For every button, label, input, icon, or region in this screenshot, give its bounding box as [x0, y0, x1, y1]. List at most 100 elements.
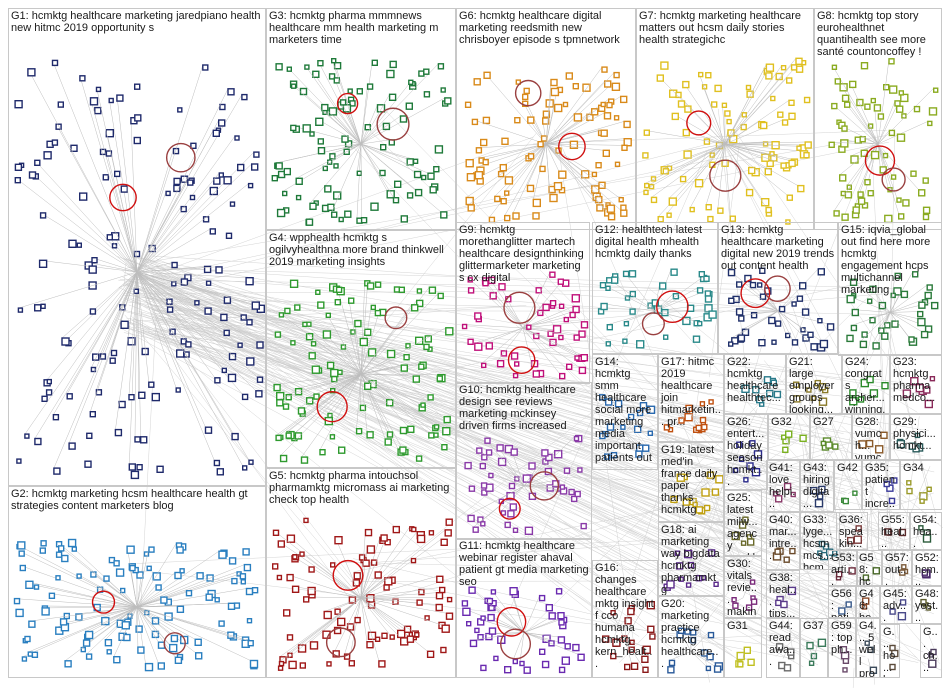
node-g48 [920, 598, 927, 606]
edge-line [462, 324, 524, 329]
node-g9 [481, 362, 487, 369]
node-g7 [765, 63, 775, 72]
node-g10 [500, 510, 507, 516]
node-g3 [321, 103, 329, 112]
node-g2 [205, 593, 213, 601]
edge-line [360, 354, 405, 375]
group-g53: G53: arti... tak... [828, 550, 858, 586]
node-g9 [467, 277, 473, 283]
node-g1 [46, 378, 52, 385]
node-g1 [91, 257, 98, 264]
node-g5 [346, 623, 355, 631]
node-g10 [580, 522, 587, 530]
edge-line [724, 143, 801, 152]
node-g7 [803, 151, 810, 159]
edge-line [136, 271, 243, 466]
edge-line [286, 373, 362, 434]
node-g1 [223, 329, 230, 337]
node-g5 [333, 626, 342, 635]
node-g2 [41, 607, 50, 616]
node-g10 [484, 437, 491, 444]
edge-line [28, 606, 138, 622]
edge-line [360, 63, 439, 145]
node-g6 [550, 87, 560, 97]
edge-line [545, 143, 560, 172]
group-label: G13: hcmktg healthcare marketing digital… [721, 224, 835, 272]
node-g2 [231, 577, 238, 585]
node-g11 [468, 586, 476, 594]
node-g2 [246, 618, 253, 624]
node-g3 [366, 83, 374, 90]
node-g20 [707, 631, 715, 639]
edge-line [360, 293, 439, 375]
node-g12 [622, 338, 628, 344]
node-g12 [622, 270, 630, 278]
edge-line [884, 439, 899, 639]
node-g7 [648, 183, 655, 190]
node-g20 [684, 628, 691, 635]
node-g1 [256, 341, 264, 349]
node-g17 [699, 401, 706, 407]
node-g5 [414, 632, 420, 638]
node-g11 [539, 648, 546, 655]
group-g15: G15: iqvia_global out find here more hcm… [838, 222, 942, 356]
node-g3 [364, 123, 371, 131]
node-g18 [707, 549, 716, 557]
edge-line [136, 271, 239, 344]
edge-line [811, 452, 885, 503]
node-g1 [237, 342, 243, 348]
node-g15 [917, 310, 924, 318]
node-g5 [353, 572, 361, 580]
node-g15 [878, 301, 887, 310]
edge-line [39, 260, 138, 273]
node-g10 [568, 488, 575, 496]
edge-line [663, 143, 726, 170]
node-g15 [918, 301, 926, 309]
node-g3 [386, 190, 395, 199]
edge-line [717, 143, 726, 209]
edge-line [496, 444, 525, 487]
edge-line [698, 72, 726, 145]
edge-line [136, 606, 249, 641]
edge-line [136, 271, 229, 375]
node-g8 [846, 184, 852, 190]
node-g20 [690, 629, 697, 636]
node-g18 [674, 550, 681, 556]
node-g3 [305, 218, 314, 226]
edge-line [644, 143, 726, 184]
group-label: G28: vumch... vumc... [855, 416, 885, 460]
node-g10 [541, 449, 549, 457]
group-label: G24: congrats archer... winning... [845, 356, 886, 414]
node-g3 [322, 165, 328, 172]
edge-line [545, 143, 551, 195]
edge-line [545, 141, 571, 145]
node-g3 [406, 158, 414, 166]
edge-line [877, 121, 928, 145]
node-g13 [799, 282, 807, 290]
node-g8 [841, 125, 848, 132]
node-g5 [426, 650, 435, 658]
node-g2 [58, 545, 65, 552]
node-g2 [247, 640, 254, 647]
node-g25 [738, 521, 747, 529]
node-g40 [789, 547, 796, 555]
edge-line [465, 462, 525, 487]
node-g53 [848, 567, 856, 575]
edge-line [348, 398, 609, 604]
group-g6: G6: hcmktg healthcare digital marketing … [456, 8, 636, 230]
group-g44: G44: read awa... [766, 618, 800, 678]
node-g1 [205, 280, 212, 286]
edge-line [357, 143, 362, 172]
node-g14 [604, 453, 611, 460]
node-g41 [783, 482, 792, 491]
edge-line [40, 212, 138, 273]
edge-line [34, 271, 138, 439]
node-g9 [580, 321, 589, 329]
group-label: G1: hcmktg healthcare marketing jaredpia… [11, 10, 261, 34]
group-label: G11: hcmktg healthcare webinar register … [459, 540, 589, 588]
node-g4 [415, 455, 423, 462]
node-g26 [753, 450, 763, 459]
edge-line [782, 492, 792, 496]
node-g7 [745, 84, 752, 91]
edge-line [331, 58, 362, 145]
